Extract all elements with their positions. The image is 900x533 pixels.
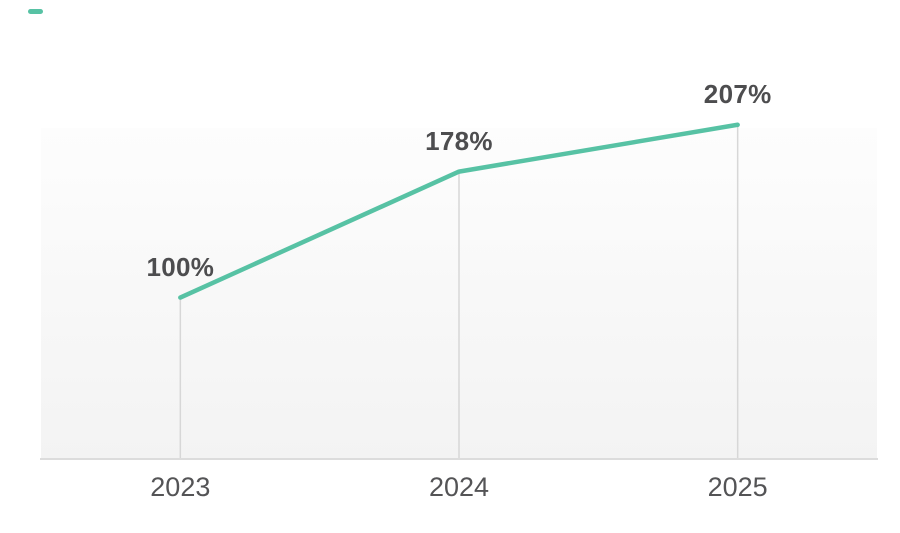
x-tick-label-2024: 2024 — [428, 472, 490, 502]
data-label-2023: 100% — [146, 251, 215, 282]
data-label-2025: 207% — [703, 78, 772, 109]
data-label-2024: 178% — [425, 125, 493, 156]
series-legend-line-icon — [28, 9, 43, 14]
plot-area — [41, 128, 877, 459]
x-axis-line — [40, 458, 878, 460]
x-tick-label-2023: 2023 — [150, 472, 211, 502]
x-tick-label-2025: 2025 — [707, 472, 768, 502]
